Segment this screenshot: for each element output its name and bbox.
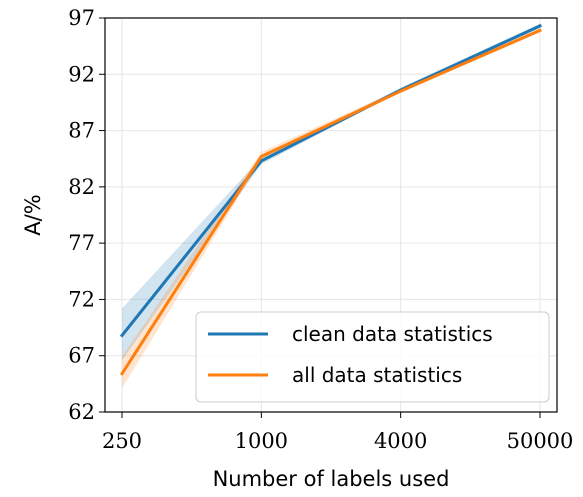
- y-tick-label: 72: [68, 287, 95, 311]
- y-tick-label: 87: [68, 119, 95, 143]
- series-lines: [119, 23, 542, 376]
- y-axis-label: A/%: [21, 194, 45, 235]
- x-tick-label: 50000: [507, 429, 574, 453]
- legend-label: all data statistics: [292, 363, 462, 387]
- y-tick-label: 97: [68, 6, 95, 30]
- x-tick-label: 1000: [235, 429, 288, 453]
- y-tick-label: 67: [68, 344, 95, 368]
- x-tick-label: 250: [102, 429, 142, 453]
- legend-box: [195, 311, 550, 403]
- y-tick-label: 82: [68, 175, 95, 199]
- series-line: [119, 28, 542, 376]
- y-axis-ticks: 62 67 72 77 82 87 92 97: [68, 6, 105, 424]
- x-tick-label: 4000: [374, 429, 427, 453]
- plot-frame: [104, 17, 558, 413]
- legend: clean data statistics all data statistics: [195, 311, 550, 403]
- y-tick-label: 77: [68, 231, 95, 255]
- series-line: [119, 23, 542, 338]
- y-tick-label: 62: [68, 400, 95, 424]
- x-axis-ticks: 250 1000 4000 50000: [102, 412, 573, 453]
- x-axis-label: Number of labels used: [213, 467, 450, 491]
- legend-label: clean data statistics: [292, 322, 493, 346]
- y-tick-label: 92: [68, 62, 95, 86]
